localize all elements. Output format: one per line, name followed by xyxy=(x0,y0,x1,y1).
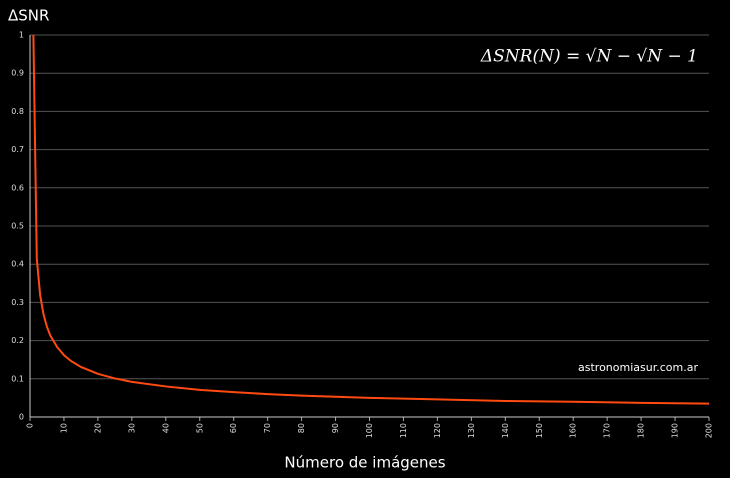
x-tick-label: 70 xyxy=(263,423,272,433)
x-tick-label: 120 xyxy=(433,423,442,438)
x-tick-label: 10 xyxy=(59,423,68,433)
formula: ΔSNR(N) = √N − √N − 1 xyxy=(480,47,698,67)
x-tick-label: 200 xyxy=(705,423,714,438)
y-tick-label: 0.7 xyxy=(11,145,24,154)
x-tick-label: 80 xyxy=(297,423,306,433)
y-tick-label: 0.5 xyxy=(11,222,24,231)
y-tick-label: 0.1 xyxy=(11,374,24,383)
watermark: astronomiasur.com.ar xyxy=(578,361,698,374)
x-tick-label: 160 xyxy=(569,423,578,438)
x-tick-label: 20 xyxy=(93,423,102,433)
x-tick-label: 170 xyxy=(603,423,612,438)
y-tick-label: 0.2 xyxy=(11,336,24,345)
y-tick-label: 0 xyxy=(19,413,24,422)
x-tick-label: 140 xyxy=(501,423,510,438)
x-tick-label: 150 xyxy=(535,423,544,438)
x-tick-label: 30 xyxy=(127,423,136,433)
y-tick-label: 0.6 xyxy=(11,183,24,192)
x-tick-label: 60 xyxy=(229,423,238,433)
y-tick-label: 0.4 xyxy=(11,260,24,269)
x-tick-label: 40 xyxy=(161,423,170,433)
y-tick-label: 0.3 xyxy=(11,298,24,307)
chart-title: ΔSNR xyxy=(8,7,49,25)
x-tick-label: 100 xyxy=(365,423,374,438)
y-tick-label: 0.8 xyxy=(11,107,24,116)
y-tick-label: 1 xyxy=(19,31,24,40)
y-tick-label: 0.9 xyxy=(11,69,24,78)
data-line xyxy=(32,34,710,405)
x-tick-label: 180 xyxy=(637,423,646,438)
x-axis-label: Número de imágenes xyxy=(284,454,445,472)
x-tick-label: 0 xyxy=(26,423,35,428)
x-tick-label: 190 xyxy=(671,423,680,438)
x-tick-label: 130 xyxy=(467,423,476,438)
x-tick-label: 50 xyxy=(195,423,204,433)
x-tick-label: 110 xyxy=(399,423,408,438)
x-tick-label: 90 xyxy=(331,423,340,433)
